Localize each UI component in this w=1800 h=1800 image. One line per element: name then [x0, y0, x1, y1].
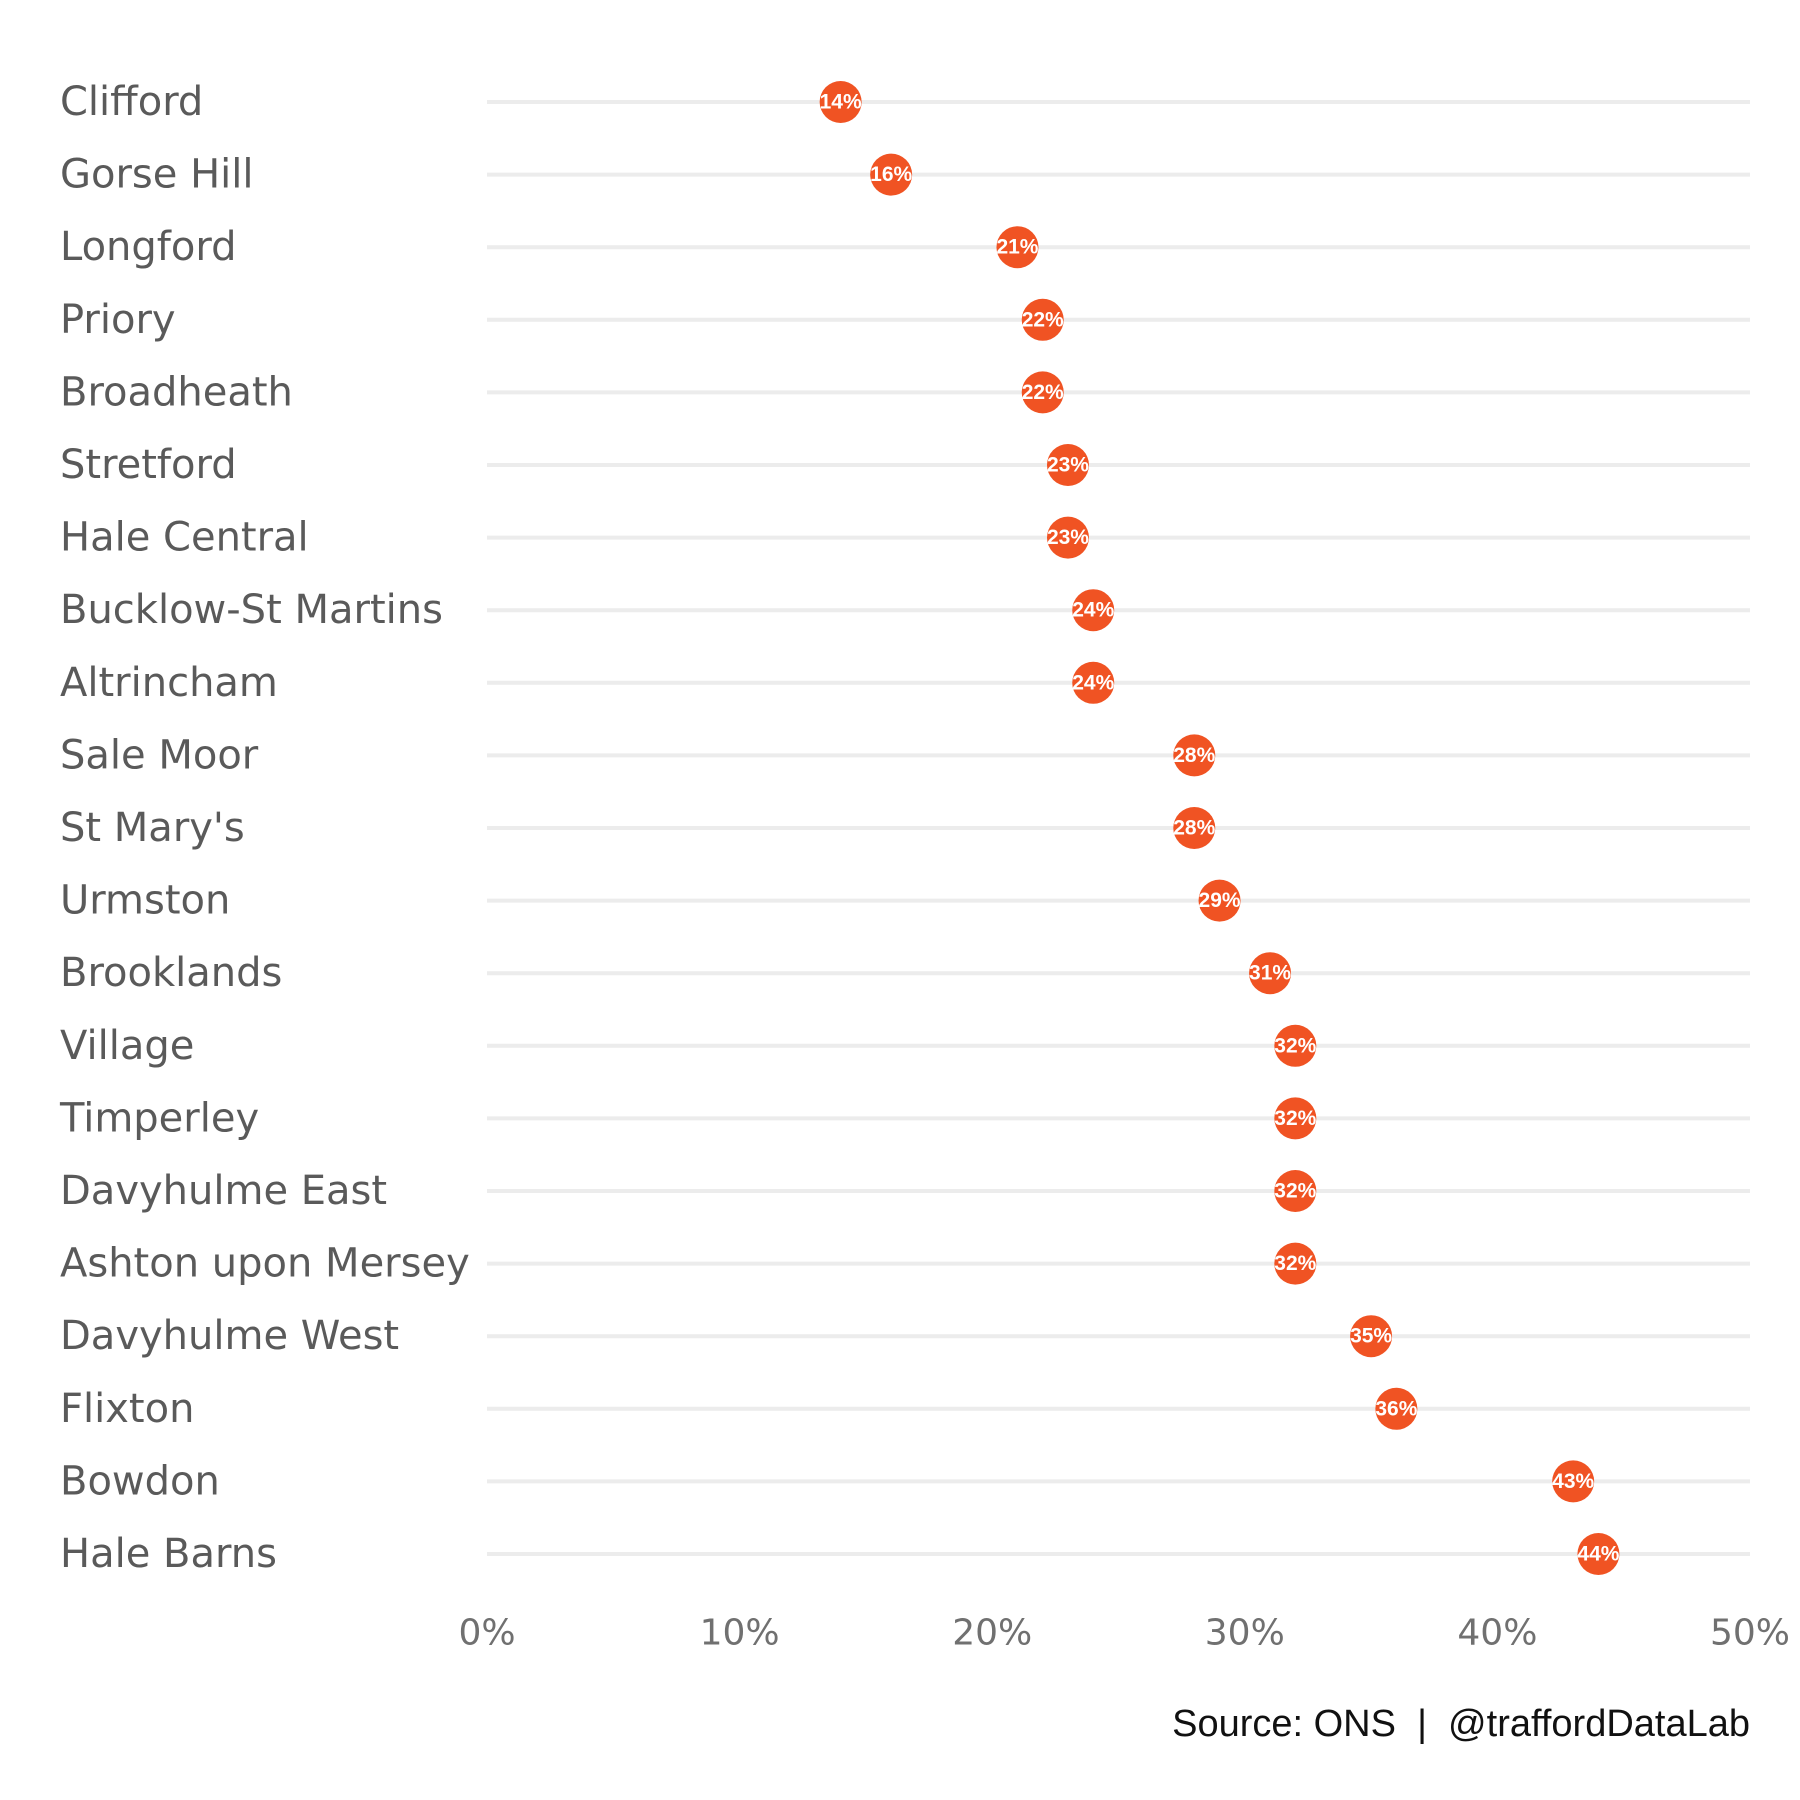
data-label: 22% [1022, 381, 1064, 404]
data-point [870, 153, 913, 196]
category-label: Priory [60, 297, 176, 343]
data-label: 16% [870, 163, 912, 186]
data-point [1274, 1024, 1317, 1067]
category-label: Bowdon [60, 1458, 220, 1504]
data-point [1021, 371, 1064, 414]
data-label: 32% [1274, 1180, 1316, 1203]
data-label: 32% [1274, 1034, 1316, 1057]
category-label: Bucklow-St Martins [60, 587, 443, 633]
category-label: Timperley [59, 1095, 259, 1141]
category-label: Longford [60, 224, 236, 270]
data-label: 28% [1173, 817, 1215, 840]
category-label: Broadheath [60, 369, 293, 415]
category-label: St Mary's [60, 805, 245, 851]
data-label: 24% [1072, 671, 1114, 694]
data-point [1577, 1533, 1620, 1575]
data-label: 43% [1552, 1470, 1594, 1493]
category-label: Ashton upon Mersey [60, 1241, 470, 1287]
data-point [1021, 298, 1064, 341]
x-tick-label: 0% [458, 1613, 515, 1654]
data-point [1072, 661, 1115, 704]
data-label: 22% [1022, 308, 1064, 331]
x-tick-label: 40% [1457, 1613, 1537, 1654]
category-label: Gorse Hill [60, 152, 254, 198]
data-label: 44% [1577, 1543, 1619, 1566]
data-point [819, 81, 862, 123]
data-label: 29% [1199, 889, 1241, 912]
data-label: 32% [1274, 1252, 1316, 1275]
category-label: Davyhulme West [60, 1313, 399, 1359]
data-point [1552, 1460, 1595, 1503]
data-point [996, 226, 1039, 269]
category-label: Sale Moor [60, 732, 259, 778]
x-tick-label: 50% [1710, 1613, 1790, 1654]
x-axis-tick-labels: 0% 10% 20% 30% 40% 50% [458, 1613, 1790, 1654]
data-label: 36% [1375, 1397, 1417, 1420]
data-point [1046, 516, 1089, 559]
data-label: 32% [1274, 1107, 1316, 1130]
data-label: 35% [1350, 1325, 1392, 1348]
data-point [1072, 589, 1115, 632]
category-label: Davyhulme East [60, 1168, 387, 1214]
data-label: 14% [820, 91, 862, 114]
data-label: 31% [1249, 962, 1291, 985]
category-label: Hale Barns [60, 1531, 277, 1577]
x-tick-label: 20% [952, 1613, 1032, 1654]
x-tick-label: 10% [700, 1613, 780, 1654]
data-point [1249, 952, 1292, 995]
data-point [1173, 734, 1216, 777]
data-label: 23% [1047, 526, 1089, 549]
category-labels: Clifford Gorse Hill Longford Priory Broadhea… [59, 79, 470, 1577]
data-label: 28% [1173, 744, 1215, 767]
category-label: Stretford [60, 442, 237, 488]
data-point [1173, 807, 1216, 849]
category-label: Brooklands [60, 950, 282, 996]
data-label: 24% [1072, 599, 1114, 622]
source-caption: Source: ONS | @traffordDataLab [1172, 1703, 1750, 1745]
data-point [1375, 1387, 1418, 1430]
data-point [1198, 879, 1241, 922]
data-label: 21% [996, 236, 1038, 259]
data-point [1350, 1315, 1393, 1358]
data-label: 23% [1047, 454, 1089, 477]
category-label: Village [60, 1023, 194, 1069]
data-point [1274, 1242, 1317, 1285]
data-point [1046, 444, 1089, 486]
category-label: Flixton [60, 1386, 194, 1432]
x-tick-label: 30% [1205, 1613, 1285, 1654]
data-point [1274, 1170, 1317, 1212]
category-label: Hale Central [60, 515, 309, 561]
category-label: Urmston [60, 878, 230, 924]
category-label: Clifford [60, 79, 203, 125]
category-label: Altrincham [60, 660, 278, 706]
points-layer: 14% 16% 21% 22% 22% 23% 23% 24% 24% 28% 28% 29% 31% 3… [820, 81, 1620, 1575]
data-point [1274, 1097, 1317, 1140]
stems-layer [487, 100, 1750, 1556]
